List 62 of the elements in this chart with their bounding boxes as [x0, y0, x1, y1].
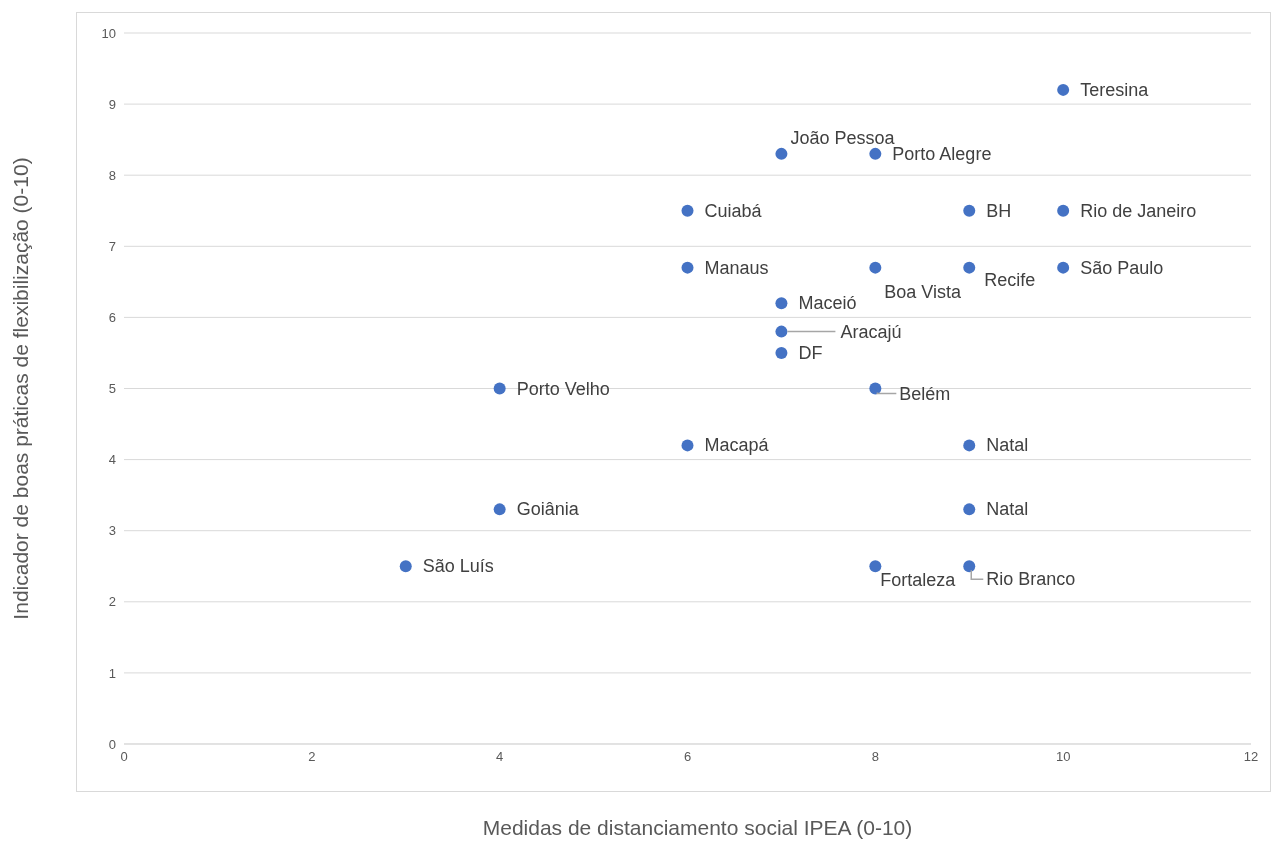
- annotation: Manaus: [704, 257, 769, 278]
- point: [1057, 261, 1070, 274]
- annotation: Aracajú: [840, 321, 902, 342]
- annotation: DF: [798, 342, 823, 363]
- x-tick-label: 0: [120, 749, 128, 765]
- y-tick-label: 10: [101, 25, 116, 41]
- point: [681, 204, 694, 217]
- x-tick-label: 12: [1243, 749, 1259, 765]
- annotation: Natal: [986, 499, 1029, 520]
- annotation: Belém: [899, 383, 951, 404]
- point: [869, 261, 882, 274]
- annotation: Natal: [986, 435, 1029, 456]
- point: [869, 147, 882, 160]
- annotation: Fortaleza: [880, 570, 957, 591]
- annotation: São Paulo: [1080, 257, 1164, 278]
- point: [775, 297, 788, 310]
- annotation: BH: [986, 200, 1012, 221]
- point: [869, 560, 882, 573]
- y-tick-label: 5: [108, 381, 116, 397]
- point: [963, 439, 976, 452]
- x-tick-label: 6: [683, 749, 692, 765]
- annotation: Goiânia: [516, 499, 580, 520]
- point: [869, 382, 882, 395]
- y-tick-label: 7: [108, 238, 116, 254]
- point: [963, 503, 976, 516]
- point: [775, 147, 788, 160]
- y-tick-label: 6: [108, 310, 116, 326]
- point: [963, 261, 976, 274]
- annotation: Macapá: [704, 435, 770, 456]
- annotation: Rio de Janeiro: [1080, 200, 1197, 221]
- y-tick-label: 4: [108, 452, 116, 468]
- point: [493, 382, 506, 395]
- point: [493, 503, 506, 516]
- annotation: Cuiabá: [704, 200, 763, 221]
- point: [775, 346, 788, 359]
- point: [1057, 83, 1070, 96]
- y-tick-label: 2: [108, 594, 116, 610]
- point: [963, 560, 976, 573]
- point: [963, 204, 976, 217]
- point: [681, 439, 694, 452]
- annotation: Porto Velho: [516, 378, 610, 399]
- point: [681, 261, 694, 274]
- point: [775, 325, 788, 338]
- y-tick-label: 9: [108, 96, 116, 112]
- y-tick-label: 8: [108, 167, 116, 183]
- y-tick-label: 3: [108, 523, 116, 539]
- annotation: Recife: [984, 269, 1036, 290]
- x-axis-title: Medidas de distanciamento social IPEA (0-10): [482, 816, 913, 839]
- y-tick-label: 0: [108, 736, 116, 752]
- x-tick-label: 10: [1055, 749, 1071, 765]
- point: [1057, 204, 1070, 217]
- annotation: Boa Vista: [884, 281, 963, 302]
- annotation: Rio Branco: [986, 569, 1076, 590]
- annotation: Maceió: [798, 293, 857, 314]
- point: [399, 560, 412, 573]
- annotation: São Luís: [422, 556, 494, 577]
- annotation: Teresina: [1080, 79, 1150, 100]
- x-tick-label: 2: [308, 749, 316, 765]
- x-tick-label: 8: [871, 749, 879, 765]
- y-tick-label: 1: [108, 665, 116, 681]
- x-tick-label: 4: [496, 749, 504, 765]
- y-axis-title: Indicador de boas práticas de flexibilização (0-10): [9, 157, 32, 620]
